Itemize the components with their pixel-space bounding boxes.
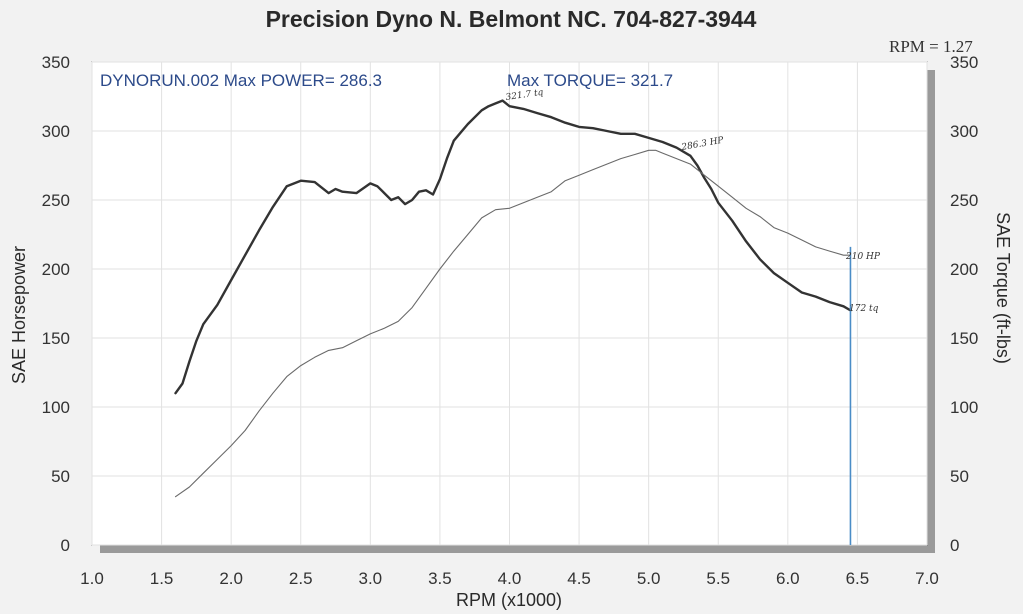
- y-tick-label-left: 50: [51, 467, 70, 486]
- y-axis-label-left: SAE Horsepower: [9, 246, 29, 384]
- y-tick-label-right: 150: [950, 329, 978, 348]
- end-power-annotation: 210 HP: [845, 252, 881, 262]
- x-tick-labels: 1.0 1.5 2.0 2.5 3.0 3.5 4.0 4.5 5.0 5.5 6.0 6.5 7.0: [80, 569, 939, 588]
- y-tick-label-right: 100: [950, 398, 978, 417]
- y-tick-label-left: 250: [42, 191, 70, 210]
- y-tick-label-right: 50: [950, 467, 969, 486]
- y-tick-label-right: 250: [950, 191, 978, 210]
- y-tick-label-left: 0: [61, 536, 70, 555]
- x-tick-label: 3.5: [428, 569, 452, 588]
- y-tick-labels-left: 0 50 100 150 200 250 300 350: [42, 53, 70, 555]
- x-tick-label: 6.0: [776, 569, 800, 588]
- chart-title: Precision Dyno N. Belmont NC. 704-827-39…: [266, 6, 757, 32]
- grid-lines: [91, 61, 928, 546]
- y-tick-label-left: 350: [42, 53, 70, 72]
- end-torque-annotation: 172 tq: [849, 304, 879, 314]
- x-tick-label: 3.0: [359, 569, 383, 588]
- y-tick-label-right: 200: [950, 260, 978, 279]
- x-tick-label: 5.0: [637, 569, 661, 588]
- y-tick-label-right: 350: [950, 53, 978, 72]
- torque-series-line: [174, 99, 852, 395]
- y-tick-label-left: 100: [42, 398, 70, 417]
- x-tick-label: 4.0: [498, 569, 522, 588]
- x-tick-label: 7.0: [915, 569, 939, 588]
- y-tick-label-left: 200: [42, 260, 70, 279]
- data-series: [174, 99, 852, 545]
- y-tick-label-left: 150: [42, 329, 70, 348]
- horsepower-series-line: [174, 149, 852, 498]
- y-tick-label-right: 0: [950, 536, 959, 555]
- x-tick-label: 1.5: [150, 569, 174, 588]
- x-tick-label: 6.5: [846, 569, 870, 588]
- x-tick-label: 2.5: [289, 569, 313, 588]
- x-tick-label: 4.5: [567, 569, 591, 588]
- torque-info: Max TORQUE= 321.7: [507, 71, 673, 90]
- x-tick-label: 5.5: [706, 569, 730, 588]
- x-axis-label: RPM (x1000): [456, 590, 562, 610]
- y-tick-label-left: 300: [42, 122, 70, 141]
- y-tick-labels-right: 0 50 100 150 200 250 300 350: [950, 53, 978, 555]
- y-tick-label-right: 300: [950, 122, 978, 141]
- x-tick-label: 1.0: [80, 569, 104, 588]
- rpm-readout: RPM = 1.27: [889, 37, 973, 56]
- y-axis-label-right: SAE Torque (ft-lbs): [993, 212, 1013, 364]
- x-tick-label: 2.0: [219, 569, 243, 588]
- run-info: DYNORUN.002 Max POWER= 286.3: [100, 71, 382, 90]
